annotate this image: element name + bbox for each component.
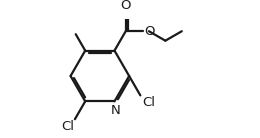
Text: Cl: Cl: [61, 120, 74, 133]
Text: O: O: [144, 25, 154, 38]
Text: N: N: [110, 104, 120, 117]
Text: O: O: [120, 0, 131, 12]
Text: Cl: Cl: [142, 96, 155, 109]
